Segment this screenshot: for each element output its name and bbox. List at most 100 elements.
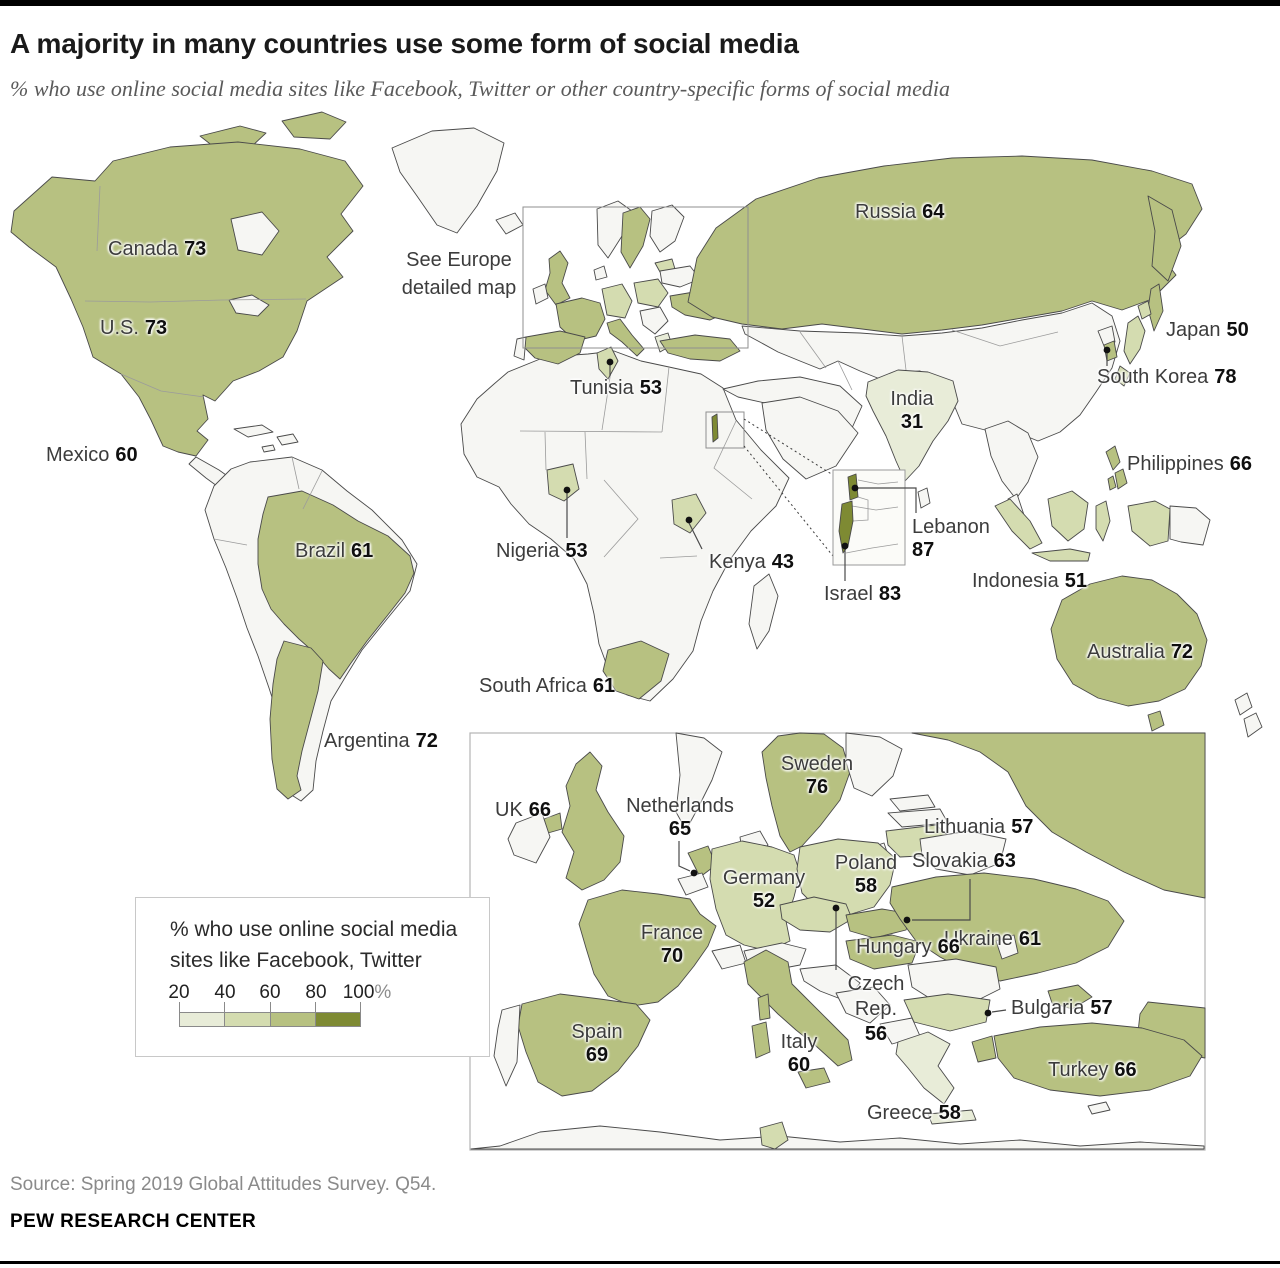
inset-france: [578, 889, 717, 1007]
legend-swatch-60-80: [269, 1013, 315, 1026]
legend-swatch-20-40: [180, 1013, 225, 1026]
map-israel-lebanon-tiny: [711, 413, 719, 443]
zoom-connector-line-bottom: [743, 445, 834, 557]
map-kenya: [671, 493, 707, 534]
map-africa: [460, 350, 790, 702]
inset-portugal: [493, 1004, 521, 1087]
border-lines-asia: [799, 329, 1059, 391]
source-note: Source: Spring 2019 Global Attitudes Sur…: [10, 1174, 437, 1195]
inset-crimea: [1047, 984, 1093, 1010]
inset-slovakia: [845, 908, 913, 939]
inset-greece: [895, 1031, 955, 1105]
legend-color-scale: [179, 1012, 361, 1027]
legend-title: % who use online social media sites like…: [170, 918, 458, 972]
map-greenland: [391, 127, 505, 234]
callout-lines: [566, 352, 1108, 1013]
inset-tunisia: [759, 1121, 789, 1150]
inset-crete: [927, 1109, 977, 1125]
inset-corsica: [757, 993, 771, 1021]
inset-germany: [709, 840, 801, 952]
inset-bulgaria: [903, 993, 991, 1032]
border-lines-africa: [519, 350, 753, 559]
map-belarus-mini: [659, 265, 701, 288]
legend-tick-80: 80: [305, 982, 327, 1003]
inset-ireland: [507, 812, 551, 864]
map-nigeria: [546, 463, 580, 502]
legend-swatch-80-100: [314, 1013, 360, 1026]
map-hudson-bay: [230, 211, 280, 256]
map-germany-mini: [601, 283, 633, 319]
map-russia: [687, 155, 1203, 335]
page-title: A majority in many countries use some fo…: [10, 28, 799, 59]
legend-tick-100: 100%: [342, 982, 392, 1003]
inset-belarus: [919, 830, 1007, 876]
map-jamaica: [261, 444, 276, 453]
inset-turkey: [993, 1022, 1203, 1097]
border-canada-us: [84, 298, 307, 303]
bottom-bar: [0, 1261, 1280, 1264]
map-balkans-mini: [639, 306, 669, 335]
map-hispaniola: [276, 433, 299, 446]
map-uk-mini: [544, 250, 571, 306]
legend-tickmark: [360, 1002, 361, 1013]
inset-estonia: [889, 794, 936, 812]
map-india: [865, 369, 959, 482]
map-tasmania: [1147, 710, 1165, 732]
map-arabia: [761, 396, 859, 480]
map-sakhalin: [1147, 283, 1164, 332]
map-kamchatka: [1147, 195, 1182, 282]
legend-tickmark: [224, 1002, 225, 1013]
legend-tickmark: [179, 1002, 180, 1013]
map-philippines: [1105, 445, 1128, 491]
zoom-box-borders: [845, 479, 899, 554]
map-madagascar: [748, 573, 779, 650]
legend-tickmark: [270, 1002, 271, 1013]
map-indonesia: [994, 490, 1171, 562]
callout-dots: [563, 346, 1111, 1017]
legend-tickmark: [315, 1002, 316, 1013]
map-sri-lanka: [917, 487, 931, 509]
inset-russia: [911, 732, 1206, 899]
map-arctic-island-2: [281, 111, 347, 140]
inset-turkey-west: [971, 1035, 997, 1063]
inset-cyprus: [1087, 1101, 1111, 1115]
map-north-america: [10, 141, 364, 457]
map-australia: [1050, 575, 1208, 707]
inset-romania: [907, 958, 1001, 1004]
europe-detail-rect: [522, 206, 749, 349]
legend-swatch-40-60: [224, 1013, 270, 1026]
inset-sardinia: [751, 1021, 771, 1059]
map-cuba: [233, 424, 274, 438]
israel-mini-rect: [705, 411, 745, 449]
inset-norway: [675, 732, 723, 831]
map-north-korea: [1097, 325, 1116, 347]
legend-tick-60: 60: [259, 982, 281, 1003]
map-ireland-mini: [532, 283, 549, 305]
map-denmark-mini: [593, 265, 608, 281]
inset-finland: [845, 732, 903, 797]
inset-poland: [796, 838, 897, 916]
map-japan: [1114, 300, 1152, 387]
inset-sweden: [761, 732, 851, 853]
inset-ukraine: [889, 872, 1125, 982]
map-sweden-mini: [620, 206, 651, 269]
map-indochina: [984, 420, 1039, 500]
inset-africa-coast: [470, 1125, 1205, 1150]
map-papua-new-guinea: [1169, 505, 1211, 546]
legend-tick-40: 40: [214, 982, 236, 1003]
map-new-zealand: [1234, 692, 1263, 738]
border-lines-south-america: [213, 456, 323, 546]
map-argentina: [269, 640, 324, 800]
map-italy-mini: [606, 318, 645, 357]
map-poland-mini: [633, 278, 669, 308]
europe-inset: [469, 732, 1206, 1151]
inset-moldova: [995, 934, 1019, 960]
map-great-lakes: [228, 294, 270, 317]
top-bar: [0, 0, 1280, 6]
legend-tick-20: 20: [168, 982, 190, 1003]
map-brazil: [257, 490, 415, 680]
page-subtitle: % who use online social media sites like…: [10, 76, 950, 101]
